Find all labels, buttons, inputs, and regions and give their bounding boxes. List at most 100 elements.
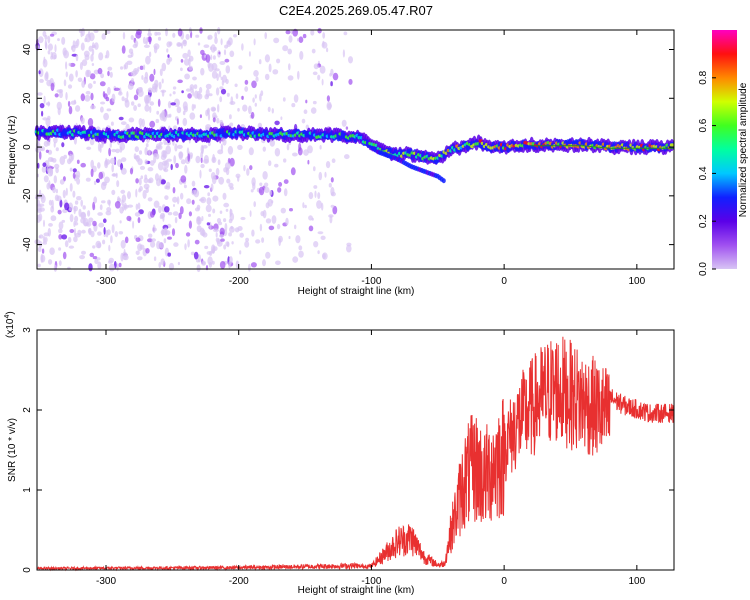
spectrogram-noise-point: [295, 235, 301, 244]
spectrogram-noise-point: [252, 182, 256, 191]
spectrogram-noise-point: [73, 220, 76, 228]
spectrogram-noise-point: [73, 236, 78, 243]
spectrogram-noise-point: [75, 70, 78, 78]
spectrogram-noise-point: [114, 231, 119, 238]
spectrogram-noise-point: [160, 179, 166, 185]
spectrogram-noise-point: [47, 115, 51, 121]
spectrogram-noise-point: [322, 32, 326, 39]
spectrogram-noise-point: [235, 93, 239, 100]
spectrogram-noise-point: [207, 192, 211, 197]
spectrogram-noise-point: [186, 198, 192, 205]
snr-scale-suffix: ): [5, 311, 16, 314]
spectrogram-noise-point: [126, 60, 133, 65]
spectrogram-noise-point: [47, 43, 54, 51]
spectrogram-noise-point: [208, 213, 211, 217]
spectrogram-noise-point: [118, 231, 124, 235]
spectrogram-noise-point: [168, 262, 175, 271]
spectrogram-noise-point: [184, 243, 187, 251]
spectrogram-noise-point: [188, 55, 194, 62]
spectrogram-noise-point: [72, 168, 77, 173]
spectrogram-noise-point: [45, 102, 51, 106]
spectrogram-noise-point: [330, 68, 334, 76]
spectrogram-noise-point: [50, 205, 55, 213]
x-tick-label: -300: [96, 276, 116, 287]
spectrogram-noise-point: [89, 137, 95, 146]
spectrogram-noise-point: [149, 160, 155, 166]
spectrogram-noise-point: [274, 120, 280, 126]
spectrogram-noise-point: [127, 191, 131, 200]
spectrogram-noise-point: [187, 93, 192, 99]
spectrogram-noise-point: [185, 232, 191, 237]
spectrogram-x-label: Height of straight line (km): [298, 286, 415, 297]
spectrogram-noise-point: [265, 251, 271, 259]
spectrogram-noise-point: [111, 224, 115, 234]
spectrogram-noise-point: [62, 189, 66, 199]
spectrogram-noise-point: [298, 250, 304, 258]
spectrogram-noise-point: [220, 143, 224, 152]
spectrogram-noise-point: [226, 41, 232, 47]
spectrogram-noise-point: [254, 102, 257, 107]
spectrogram-noise-point: [61, 234, 68, 240]
spectrogram-ridge-point: [669, 143, 675, 147]
spectrogram-noise-point: [135, 237, 141, 242]
spectrogram-noise-point: [72, 45, 79, 49]
spectrogram-noise-point: [59, 199, 63, 208]
spectrogram-noise-point: [80, 199, 83, 207]
spectrogram-noise-point: [191, 199, 195, 205]
spectrogram-noise-point: [55, 147, 59, 152]
spectrogram-noise-point: [214, 37, 218, 44]
spectrogram-noise-point: [313, 63, 319, 70]
spectrogram-noise-point: [159, 214, 164, 220]
spectrogram-noise-point: [163, 227, 168, 236]
spectrogram-noise-point: [271, 215, 277, 224]
spectrogram-noise-point: [199, 227, 205, 236]
spectrogram-noise-point: [297, 147, 303, 156]
spectrogram-noise-point: [42, 162, 47, 167]
y-tick-label: 20: [22, 92, 33, 104]
spectrogram-noise-point: [48, 259, 53, 265]
spectrogram-noise-point: [58, 228, 63, 234]
spectrogram-noise-point: [237, 144, 243, 150]
spectrogram-noise-point: [166, 58, 171, 65]
spectrogram-noise-point: [91, 48, 95, 56]
spectrogram-noise-point: [128, 48, 134, 54]
spectrogram-noise-point: [203, 44, 210, 48]
spectrogram-noise-point: [218, 234, 225, 238]
spectrogram-noise-point: [92, 220, 97, 227]
spectrogram-noise-point: [80, 162, 86, 168]
spectrogram-noise-point: [40, 193, 45, 200]
spectrogram-noise-point: [158, 262, 162, 268]
spectrogram-noise-point: [149, 106, 152, 113]
spectrogram-noise-point: [116, 263, 119, 272]
spectrogram-noise-point: [297, 38, 299, 42]
spectrogram-noise-point: [38, 151, 42, 160]
spectrogram-noise-point: [167, 211, 173, 216]
spectrogram-noise-point: [308, 192, 314, 200]
spectrogram-noise-point: [215, 167, 220, 176]
spectrogram-noise-point: [283, 188, 288, 197]
spectrogram-noise-point: [216, 240, 223, 247]
spectrogram-noise-point: [200, 67, 205, 76]
spectrogram-noise-point: [137, 202, 141, 210]
spectrogram-noise-point: [151, 86, 157, 93]
spectrogram-noise-point: [145, 55, 151, 65]
spectrogram-noise-point: [58, 247, 62, 251]
spectrogram-noise-point: [135, 31, 142, 39]
spectrogram-noise-point: [332, 205, 338, 215]
spectrogram-noise-point: [253, 38, 256, 46]
spectrogram-noise-point: [188, 220, 192, 229]
spectrogram-noise-point: [110, 121, 114, 126]
spectrogram-noise-point: [159, 68, 163, 77]
spectrogram-noise-point: [328, 183, 332, 188]
spectrogram-noise-point: [265, 218, 272, 224]
spectrogram-noise-point: [271, 200, 274, 204]
spectrogram-noise-point: [244, 86, 249, 92]
spectrogram-noise-point: [248, 147, 254, 156]
y-tick-label: 0: [22, 144, 33, 150]
spectrogram-noise-point: [39, 78, 44, 83]
spectrogram-noise-point: [57, 107, 61, 116]
spectrogram-noise-point: [145, 143, 149, 148]
colorbar-gradient: [712, 30, 737, 269]
spectrogram-noise-point: [109, 157, 116, 165]
spectrogram-noise-point: [212, 195, 219, 202]
